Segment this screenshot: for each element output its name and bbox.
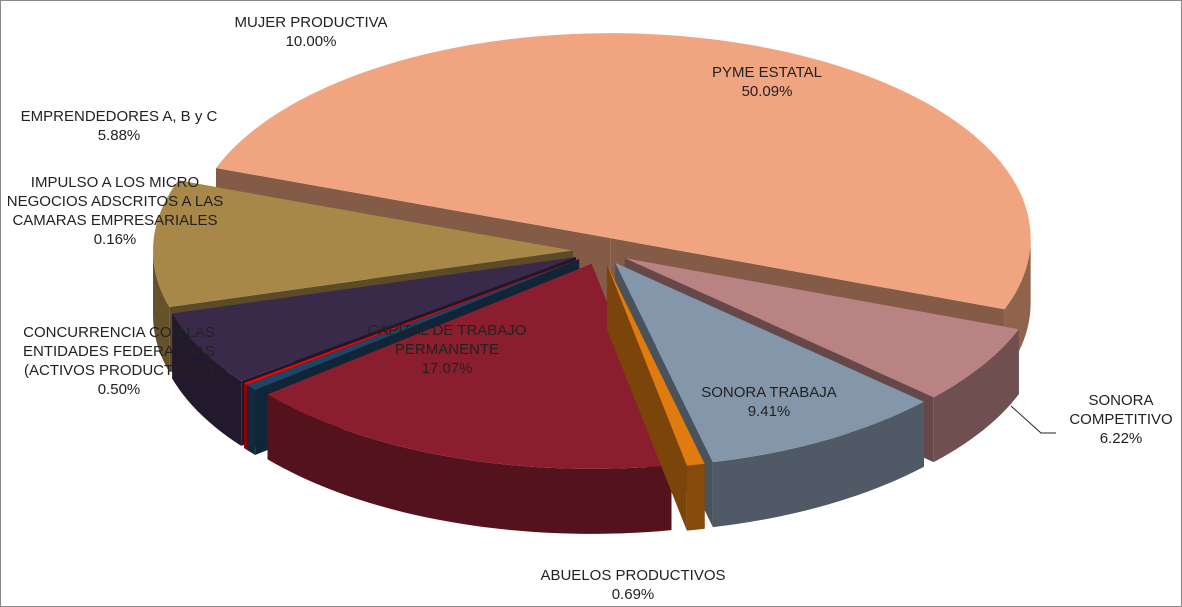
slice [215,33,1031,310]
data-label: SONORA COMPETITIVO 6.22% [1051,391,1181,448]
data-label: CONCURRENCIA CON LAS ENTIDADES FEDERATIV… [2,323,237,399]
label-name: MUJER PRODUCTIVA [234,14,388,31]
slice [606,264,705,466]
slice [267,263,672,469]
label-value: 6.22% [1099,430,1143,447]
slice-side [246,384,256,456]
label-name: PYME ESTATAL [711,64,823,81]
label-name: EMPRENDEDORES A, B y C [20,108,218,125]
label-value: 17.07% [421,360,473,377]
label-value: 10.00% [285,33,337,50]
slice-side [153,250,170,373]
label-value: 9.41% [747,403,791,420]
slice [624,258,1019,398]
slice-side [172,313,242,446]
data-label: IMPULSO A LOS MICRO NEGOCIOS ADSCRITOS A… [1,173,230,249]
data-label: MUJER PRODUCTIVA 10.00% [211,13,411,51]
data-label: ABUELOS PRODUCTIVOS 0.69% [503,566,763,604]
data-label: PYME ESTATAL 50.09% [687,63,847,101]
leader-line [1010,405,1056,434]
label-name: ABUELOS PRODUCTIVOS [540,567,726,584]
label-name: SONORA TRABAJA [701,384,837,401]
slice [172,257,576,381]
slice-side [686,463,705,531]
data-label: CAPITAL DE TRABAJO PERMANENTE 17.07% [347,321,547,378]
slice-side [933,329,1019,463]
slice-side [712,401,924,528]
label-value: 50.09% [741,83,793,100]
slice [246,259,580,391]
label-name: IMPULSO A LOS MICRO NEGOCIOS ADSCRITOS A… [6,174,224,229]
data-label: SONORA TRABAJA 9.41% [669,383,869,421]
label-name: CAPITAL DE TRABAJO PERMANENTE [367,322,527,358]
slice [615,262,924,463]
slice-wall [606,264,687,531]
label-value: 0.69% [611,586,655,603]
slice-side [267,394,672,534]
slice-side [244,383,247,450]
data-label: EMPRENDEDORES A, B y C 5.88% [9,107,229,145]
label-name: SONORA COMPETITIVO [1069,392,1173,428]
slice [244,259,579,385]
label-value: 0.50% [97,381,141,398]
label-value: 0.16% [93,231,137,248]
label-value: 5.88% [97,127,141,144]
slice [153,180,574,308]
label-name: CONCURRENCIA CON LAS ENTIDADES FEDERATIV… [23,324,215,379]
